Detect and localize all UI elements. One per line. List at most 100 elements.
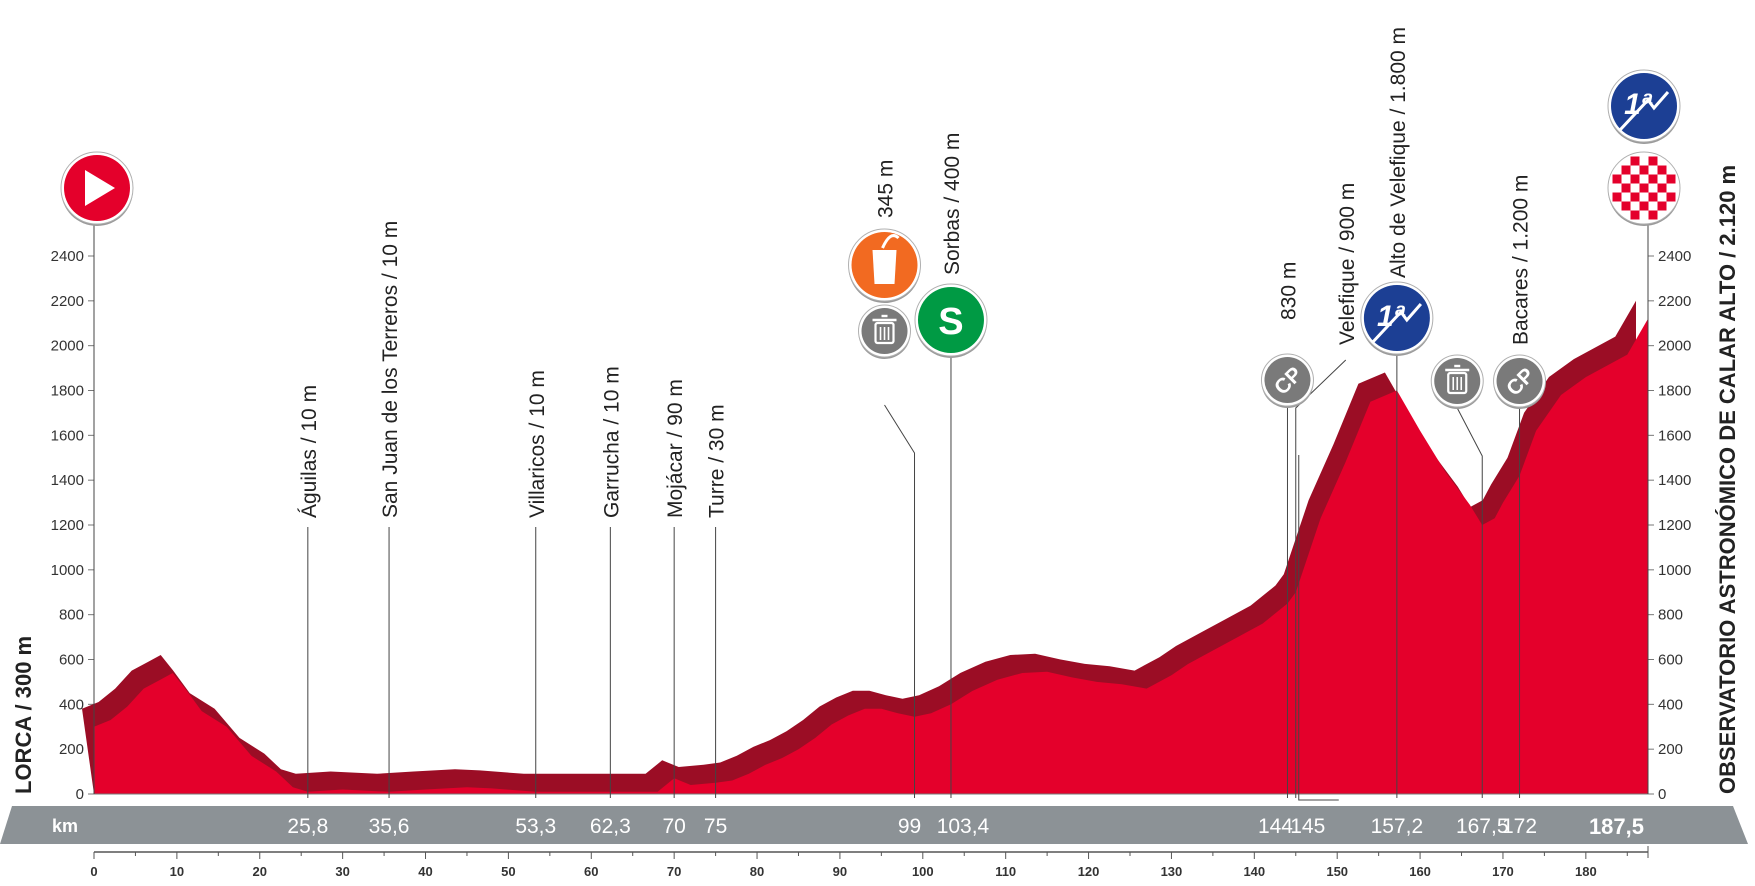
waypoint-km-label: 75: [704, 815, 727, 838]
km-unit-label: km: [52, 816, 78, 836]
x-tick-label: 80: [750, 864, 764, 879]
waypoint-leader: [1456, 407, 1483, 798]
waypoint-name: Alto de Velefique / 1.800 m: [1387, 27, 1410, 278]
y-tick-label: 0: [76, 786, 84, 803]
profile-area: [94, 318, 1648, 794]
waypoint-km-label: 35,6: [369, 815, 410, 838]
waypoint-name: 345 m: [875, 160, 898, 218]
svg-text:1ª: 1ª: [1624, 88, 1653, 121]
y-tick-label: 1800: [51, 383, 84, 400]
waypoint-leader: [1295, 359, 1347, 798]
km-band-shape: [0, 806, 1748, 844]
waypoint-name: Mojácar / 90 m: [664, 379, 687, 518]
waypoint-name: 830 m: [1278, 262, 1301, 320]
x-tick-label: 100: [912, 864, 934, 879]
climb-cat1-icon: 1ª: [1360, 281, 1434, 356]
y-tick-label: 1600: [51, 427, 84, 444]
y-tick-label: 1800: [1658, 383, 1691, 400]
finish-checkered-icon: [1607, 151, 1681, 226]
x-tick-label: 150: [1326, 864, 1348, 879]
y-tick-label: 800: [59, 607, 84, 624]
x-tick-label: 140: [1243, 864, 1265, 879]
waste-zone-icon: [858, 304, 912, 359]
checkpoint-icon: CP: [1493, 354, 1547, 409]
feed-icon: [848, 228, 922, 303]
waypoint-km-label: 157,2: [1371, 815, 1424, 838]
finish-label: OBSERVATORIO ASTRONÓMICO DE CALAR ALTO /…: [1715, 165, 1740, 794]
x-tick-label: 0: [90, 864, 97, 879]
y-tick-label: 2000: [51, 338, 84, 355]
climb-cat1-icon: 1ª: [1607, 69, 1681, 144]
waypoint-name: Bacares / 1.200 m: [1510, 175, 1533, 345]
waypoint-name: Garrucha / 10 m: [600, 366, 623, 518]
y-tick-label: 0: [1658, 786, 1666, 803]
y-tick-label: 1200: [51, 517, 84, 534]
x-tick-label: 60: [584, 864, 598, 879]
x-tick-label: 50: [501, 864, 515, 879]
x-tick-label: 70: [667, 864, 681, 879]
y-tick-label: 1400: [51, 472, 84, 489]
waypoint-km-label: 172: [1502, 815, 1537, 838]
waypoint-name: Sorbas / 400 m: [941, 133, 964, 275]
waypoint-km-label: 144: [1258, 815, 1293, 838]
x-tick-label: 180: [1575, 864, 1597, 879]
sprint-icon: S: [914, 283, 988, 358]
x-tick-label: 110: [995, 864, 1016, 879]
waypoint-leader-elbow: [1298, 455, 1339, 801]
waypoint-name: Villaricos / 10 m: [526, 370, 549, 518]
y-tick-label: 2000: [1658, 338, 1691, 355]
start-label: LORCA / 300 m: [11, 636, 36, 794]
waypoint-name: Velefique / 900 m: [1336, 183, 1359, 345]
x-axis: 0 10 20 30 40 50 60 70 80 90 100 110 120 130 140 150 160…: [90, 846, 1649, 879]
y-tick-label: 2200: [1658, 293, 1691, 310]
y-tick-label: 400: [1658, 696, 1683, 713]
waypoint-km-label: 103,4: [937, 815, 990, 838]
y-tick-label: 800: [1658, 607, 1683, 624]
y-axis-left: 0 200 400 600 800 1000 1200 1400 1600 1800 2000 220…: [51, 236, 95, 803]
waypoint-km-label: 70: [662, 815, 685, 838]
x-tick-label: 20: [253, 864, 267, 879]
waypoint-km-label: 53,3: [515, 815, 556, 838]
waypoint-name: Turre / 30 m: [706, 404, 729, 518]
y-tick-label: 400: [59, 696, 84, 713]
x-tick-label: 30: [335, 864, 349, 879]
y-tick-label: 1000: [1658, 562, 1691, 579]
svg-text:1ª: 1ª: [1377, 300, 1406, 333]
y-tick-label: 200: [1658, 741, 1683, 758]
y-tick-label: 600: [1658, 652, 1683, 669]
y-tick-label: 1000: [51, 562, 84, 579]
x-tick-label: 130: [1161, 864, 1183, 879]
y-tick-label: 1200: [1658, 517, 1691, 534]
checkpoint-icon: CP: [1260, 353, 1314, 408]
waypoints: Águilas / 10 m San Juan de los Terreros /…: [298, 27, 1533, 518]
waypoint-leader: [884, 404, 916, 798]
y-tick-label: 1400: [1658, 472, 1691, 489]
waste-zone-icon: [1430, 354, 1484, 409]
waypoint-leaders: [93, 224, 1649, 801]
start-arrow-icon: [60, 151, 134, 226]
waypoint-km-label: 62,3: [590, 815, 631, 838]
waypoint-km-label: 167,5: [1456, 815, 1509, 838]
y-tick-label: 2400: [1658, 248, 1691, 265]
y-tick-label: 2400: [51, 248, 84, 265]
y-tick-label: 600: [59, 652, 84, 669]
x-tick-label: 120: [1078, 864, 1100, 879]
waypoint-km-label: 25,8: [287, 815, 328, 838]
waypoint-km-label: 99: [898, 815, 921, 838]
x-tick-label: 90: [833, 864, 847, 879]
svg-text:S: S: [938, 301, 963, 343]
x-tick-label: 170: [1492, 864, 1514, 879]
y-tick-label: 2200: [51, 293, 84, 310]
waypoint-km-label: 145: [1290, 815, 1325, 838]
y-tick-label: 200: [59, 741, 84, 758]
y-tick-label: 1600: [1658, 427, 1691, 444]
waypoint-name: San Juan de los Terreros / 10 m: [379, 221, 402, 518]
profile-icons: 1ª S CP 1ª CP: [60, 69, 1681, 409]
x-tick-label: 10: [170, 864, 184, 879]
waypoint-name: Águilas / 10 m: [298, 385, 321, 518]
elevation-profile: [82, 300, 1648, 795]
x-tick-label: 160: [1409, 864, 1431, 879]
y-axis-right: 0 200 400 600 800 1000 1200 1400 1600 1800 2000 220…: [1647, 236, 1691, 803]
